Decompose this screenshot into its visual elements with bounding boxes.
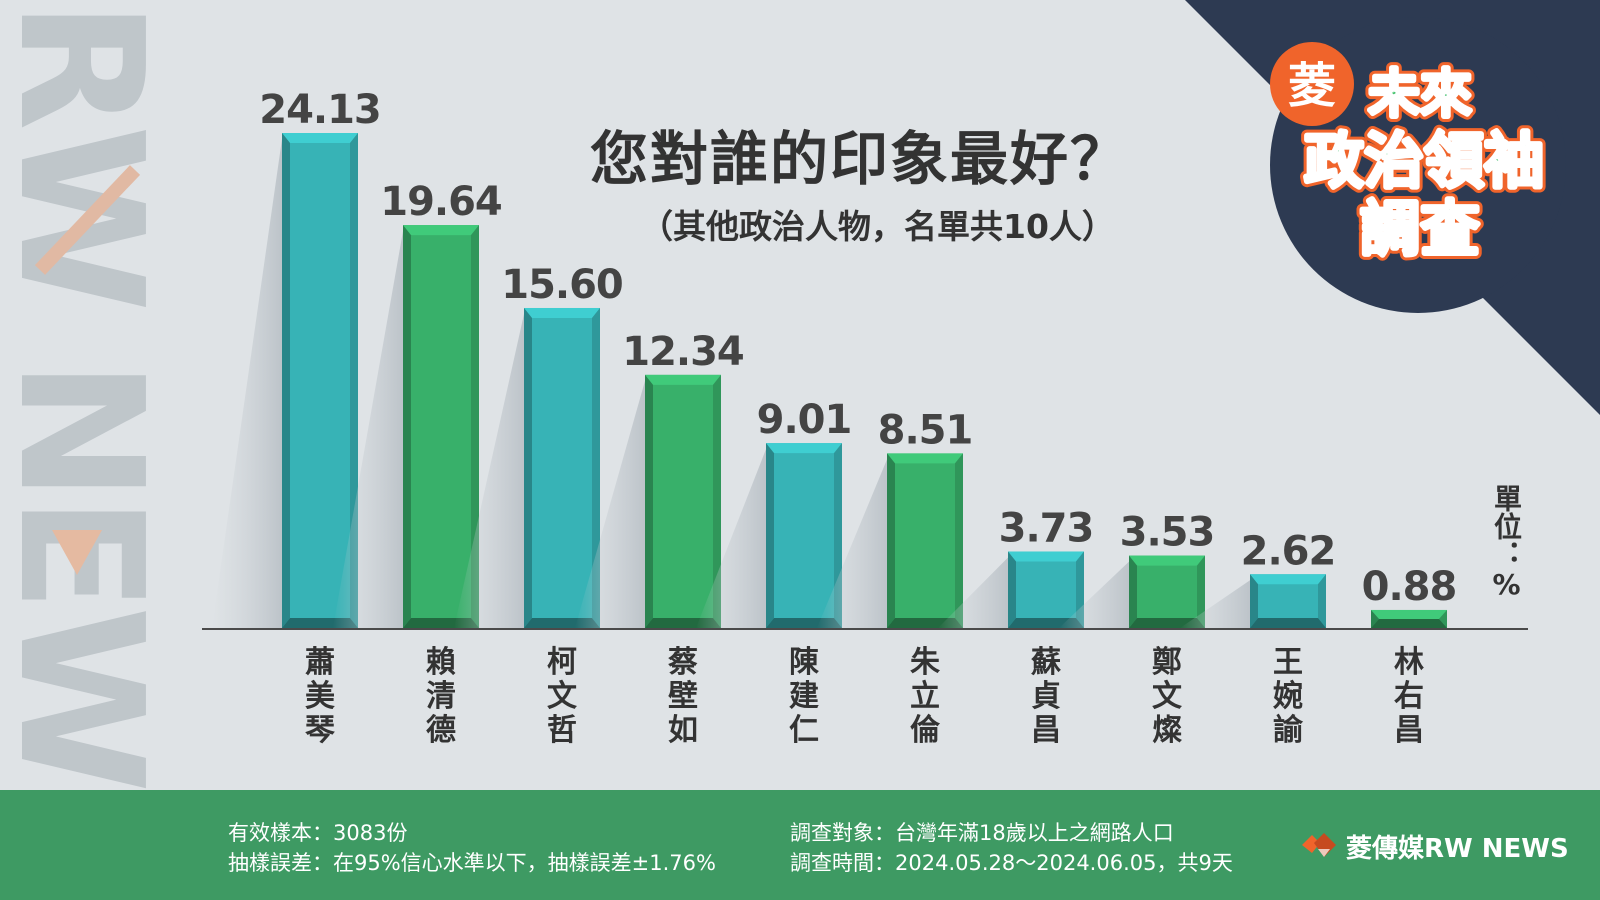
svg-text:蕭: 蕭 [305, 645, 335, 680]
badge-line-outline: 調查 [1360, 195, 1480, 265]
svg-text:昌: 昌 [1031, 713, 1061, 748]
bar-shadow [696, 449, 766, 628]
category-label: 柯文哲 [547, 645, 577, 748]
badge-line-1: 未來 [1368, 65, 1472, 125]
category-label: 蕭美琴 [305, 645, 335, 748]
svg-text:建: 建 [789, 679, 819, 714]
value-label: 3.73 [999, 505, 1094, 551]
svg-text:婉: 婉 [1272, 679, 1303, 714]
bar-shadow [1059, 561, 1129, 628]
svg-text:蘇: 蘇 [1031, 645, 1061, 680]
svg-text:燦: 燦 [1152, 713, 1183, 748]
badge-orange-circle [1270, 42, 1354, 126]
category-label: 王婉諭 [1272, 645, 1304, 748]
svg-text:陳: 陳 [789, 645, 819, 680]
svg-text:RW NEWS: RW NEWS [0, 0, 179, 900]
bar-8 [1129, 555, 1205, 628]
chart-subtitle: （其他政治人物，名單共10人） [640, 207, 1115, 246]
bar-shadow [817, 459, 887, 628]
svg-text:哲: 哲 [547, 713, 577, 748]
svg-text:蔡: 蔡 [668, 645, 698, 680]
bar-shadow [575, 380, 645, 628]
svg-text:昌: 昌 [1394, 713, 1424, 748]
footer-error: 抽樣誤差：在95%信心水準以下，抽樣誤差±1.76% [228, 851, 716, 875]
bar-10 [1371, 609, 1447, 628]
footer-target: 調查對象：台灣年滿18歲以上之網路人口 [790, 821, 1174, 845]
bar-shadow [333, 231, 403, 628]
category-label: 蔡壁如 [668, 645, 698, 748]
badge-line-2: 政治領袖 [1304, 127, 1544, 197]
bar-2 [403, 225, 479, 628]
diamond-logo-icon [1302, 832, 1336, 857]
watermark-orange-triangle [52, 530, 102, 575]
bar-9 [1250, 574, 1326, 628]
value-label: 8.51 [878, 407, 973, 453]
bar-5 [766, 443, 842, 628]
svg-text:文: 文 [547, 679, 577, 714]
svg-text:菱: 菱 [1288, 58, 1336, 114]
svg-text:右: 右 [1394, 679, 1424, 714]
svg-text:貞: 貞 [1031, 679, 1061, 714]
svg-text:諭: 諭 [1273, 713, 1304, 748]
category-label: 賴清德 [426, 645, 456, 748]
category-label: 陳建仁 [789, 645, 819, 748]
watermark: RW NEWS [0, 0, 179, 900]
value-label: 9.01 [757, 397, 852, 443]
svg-text:林: 林 [1394, 645, 1424, 680]
svg-text:鄭: 鄭 [1152, 645, 1182, 680]
logo-text: 菱傳媒RW NEWS [1346, 834, 1569, 864]
value-label: 2.62 [1241, 528, 1336, 574]
svg-text:清: 清 [426, 679, 456, 714]
value-label: 19.64 [380, 179, 502, 225]
badge-line-outline: 政治領袖 [1304, 127, 1544, 197]
bar-shadow [454, 313, 524, 628]
svg-text:倫: 倫 [910, 713, 941, 748]
value-label: 15.60 [501, 262, 623, 308]
bars-group [202, 133, 1528, 630]
bar-6 [887, 453, 963, 628]
brand-logo: 菱傳媒RW NEWS [1300, 828, 1569, 865]
bar-4 [645, 374, 721, 628]
bar-shadow [1180, 580, 1250, 628]
bar-7 [1008, 551, 1084, 628]
badge-line-3: 調查 [1360, 195, 1480, 265]
footer-period: 調查時間：2024.05.28～2024.06.05，共9天 [790, 851, 1233, 875]
unit-label: 單位：% [1490, 484, 1523, 601]
category-label: 朱立倫 [910, 645, 941, 748]
category-label: 鄭文燦 [1152, 645, 1183, 748]
chart-title: 您對誰的印象最好？ [590, 125, 1131, 193]
svg-text:壁: 壁 [668, 679, 698, 714]
value-label: 24.13 [259, 87, 381, 133]
svg-text:德: 德 [426, 713, 456, 748]
bar-shadow [212, 139, 282, 628]
svg-text:琴: 琴 [305, 713, 335, 748]
value-label: 3.53 [1120, 510, 1215, 556]
category-label: 蘇貞昌 [1031, 645, 1061, 748]
svg-text:朱: 朱 [910, 645, 941, 680]
footer-sample: 有效樣本：3083份 [228, 821, 408, 845]
labels-group: 24.13蕭美琴19.64賴清德15.60柯文哲12.34蔡壁如9.01陳建仁8… [259, 87, 1457, 748]
bar-shadow [938, 557, 1008, 628]
watermark-orange-stroke [34, 165, 141, 275]
svg-text:柯: 柯 [547, 645, 577, 680]
svg-text:如: 如 [668, 713, 698, 748]
badge-line-outline: 未來 [1368, 65, 1472, 125]
svg-text:文: 文 [1152, 679, 1182, 714]
svg-text:仁: 仁 [789, 713, 819, 748]
value-label: 12.34 [622, 329, 744, 375]
category-label: 林右昌 [1394, 645, 1424, 748]
svg-text:立: 立 [910, 679, 940, 714]
value-label: 0.88 [1362, 564, 1457, 610]
svg-text:美: 美 [305, 679, 335, 714]
svg-text:賴: 賴 [426, 645, 456, 680]
svg-text:王: 王 [1273, 645, 1303, 680]
bar-3 [524, 307, 600, 628]
